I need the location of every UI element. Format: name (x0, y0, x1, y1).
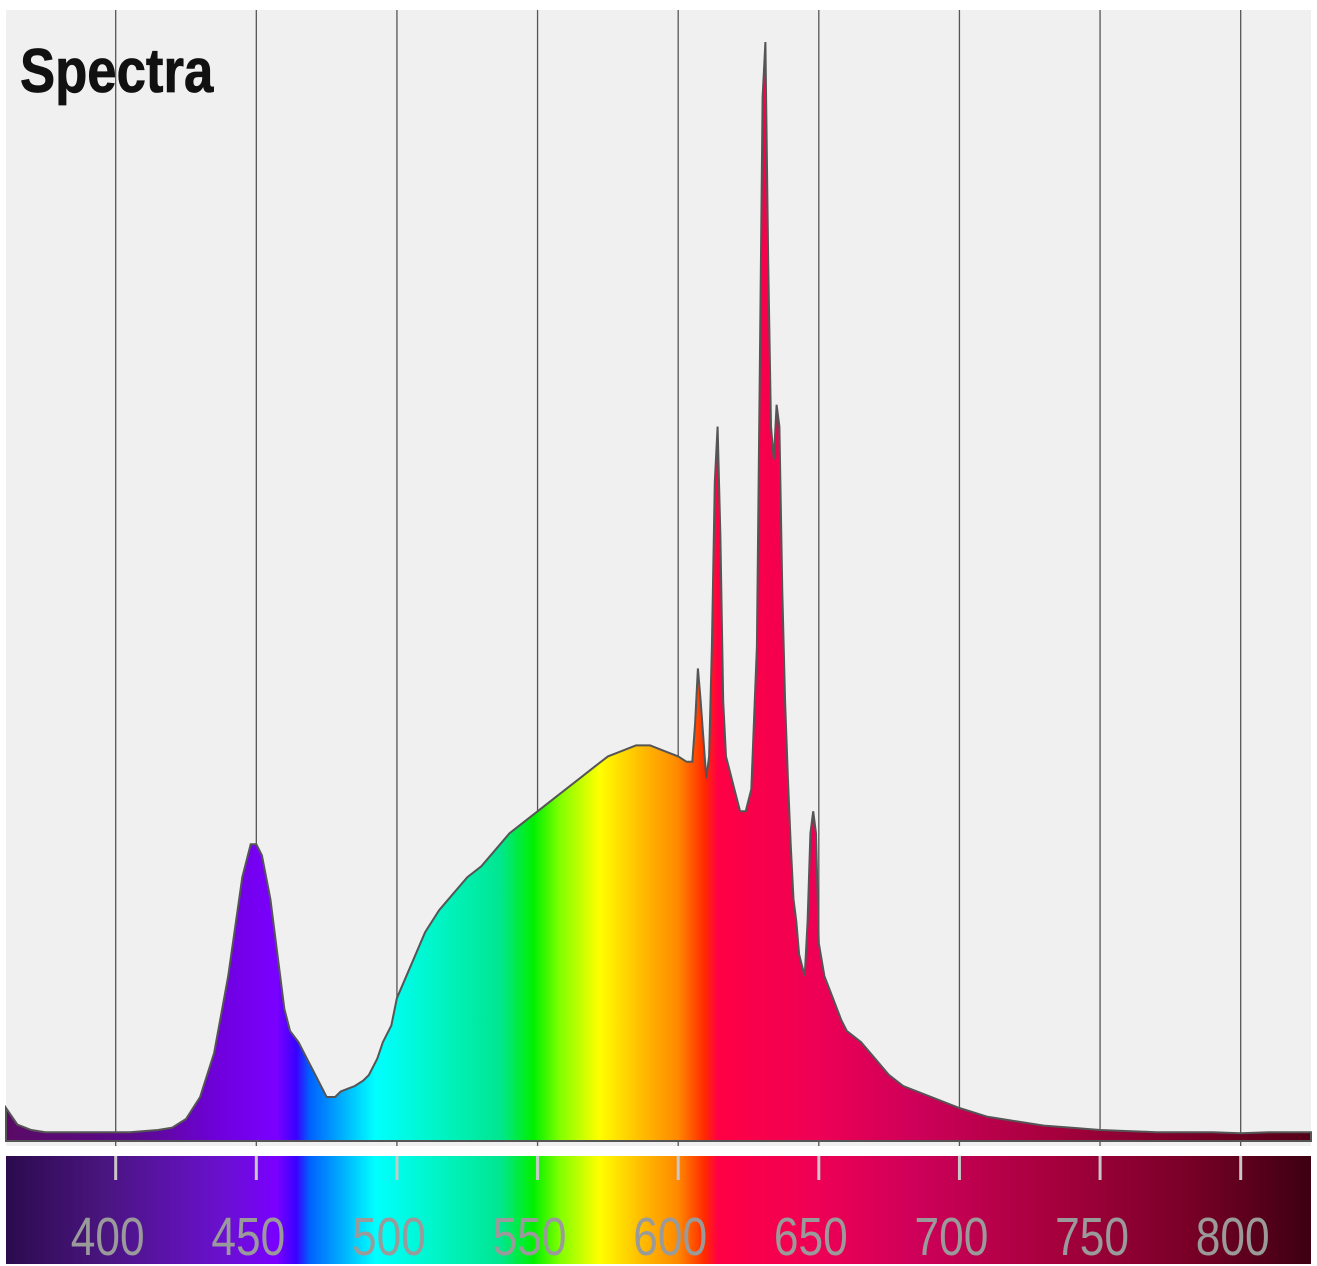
x-tick-label-500: 500 (352, 1207, 426, 1266)
spectrum-area (5, 41, 1312, 1142)
x-tick-label-550: 550 (493, 1207, 567, 1266)
x-tick-label-600: 600 (633, 1207, 707, 1266)
x-tick-label-400: 400 (71, 1207, 145, 1266)
chart-title: Spectra (20, 37, 214, 106)
x-tick-label-750: 750 (1055, 1207, 1129, 1266)
wavelength-color-bar (6, 1156, 1311, 1264)
spectrum-separator (6, 1146, 1311, 1156)
gridlines (115, 10, 1242, 1146)
x-tick-label-800: 800 (1196, 1207, 1270, 1266)
x-axis: 400 450 500 550 600 650 700 750 800 (71, 1156, 1270, 1266)
x-tick-label-700: 700 (915, 1207, 989, 1266)
x-tick-label-450: 450 (211, 1207, 285, 1266)
x-tick-label-650: 650 (774, 1207, 848, 1266)
